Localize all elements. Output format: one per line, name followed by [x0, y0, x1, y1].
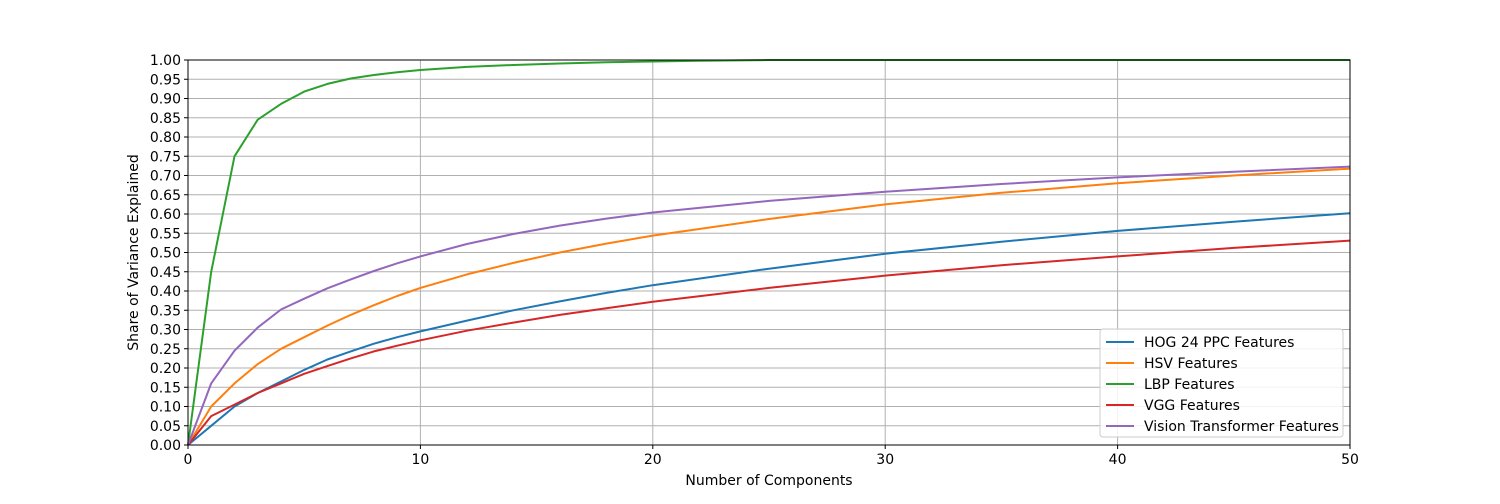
x-tick-label: 40 [1109, 452, 1127, 468]
y-tick-label: 0.35 [150, 303, 181, 319]
x-tick-label: 10 [411, 452, 429, 468]
legend-label: Vision Transformer Features [1144, 419, 1339, 435]
y-tick-label: 0.15 [150, 380, 181, 396]
y-tick-label: 1.00 [150, 53, 181, 69]
y-tick-label: 0.50 [150, 246, 181, 262]
y-tick-label: 0.30 [150, 323, 181, 339]
x-tick-label: 0 [184, 452, 193, 468]
y-tick-label: 0.45 [150, 265, 181, 281]
y-tick-label: 0.65 [150, 188, 181, 204]
series-lines [187, 59, 1351, 446]
y-tick-label: 0.95 [150, 72, 181, 88]
x-axis-label: Number of Components [685, 473, 852, 489]
y-tick-label: 0.10 [150, 400, 181, 416]
y-tick-label: 0.90 [150, 92, 181, 108]
y-tick-label: 0.80 [150, 130, 181, 146]
series-line [187, 239, 1351, 446]
legend-label: VGG Features [1144, 398, 1240, 414]
y-tick-label: 0.60 [150, 207, 181, 223]
y-axis-ticks: 0.00 0.05 0.10 0.15 0.20 0.25 0.30 0.35 0.40 0.45… [150, 53, 188, 454]
y-tick-label: 0.05 [150, 419, 181, 435]
y-tick-label: 0.75 [150, 149, 181, 165]
legend: HOG 24 PPC Features HSV Features LBP Featu… [1099, 328, 1344, 438]
legend-label: HSV Features [1144, 356, 1238, 372]
series-line [187, 167, 1351, 446]
x-tick-label: 20 [644, 452, 662, 468]
y-tick-label: 0.20 [150, 361, 181, 377]
y-tick-label: 0.25 [150, 342, 181, 358]
legend-label: HOG 24 PPC Features [1144, 335, 1294, 351]
x-axis-ticks: 0 10 20 30 40 50 [184, 445, 1359, 468]
legend-box [1099, 328, 1344, 438]
y-tick-label: 0.55 [150, 226, 181, 242]
y-tick-label: 0.85 [150, 111, 181, 127]
y-axis-label: Share of Variance Explained [126, 154, 142, 350]
y-tick-label: 0.40 [150, 284, 181, 300]
x-tick-label: 30 [876, 452, 894, 468]
series-line [187, 165, 1351, 446]
y-tick-label: 0.00 [150, 438, 181, 454]
x-tick-label: 50 [1341, 452, 1359, 468]
legend-label: LBP Features [1144, 377, 1235, 393]
y-tick-label: 0.70 [150, 169, 181, 185]
